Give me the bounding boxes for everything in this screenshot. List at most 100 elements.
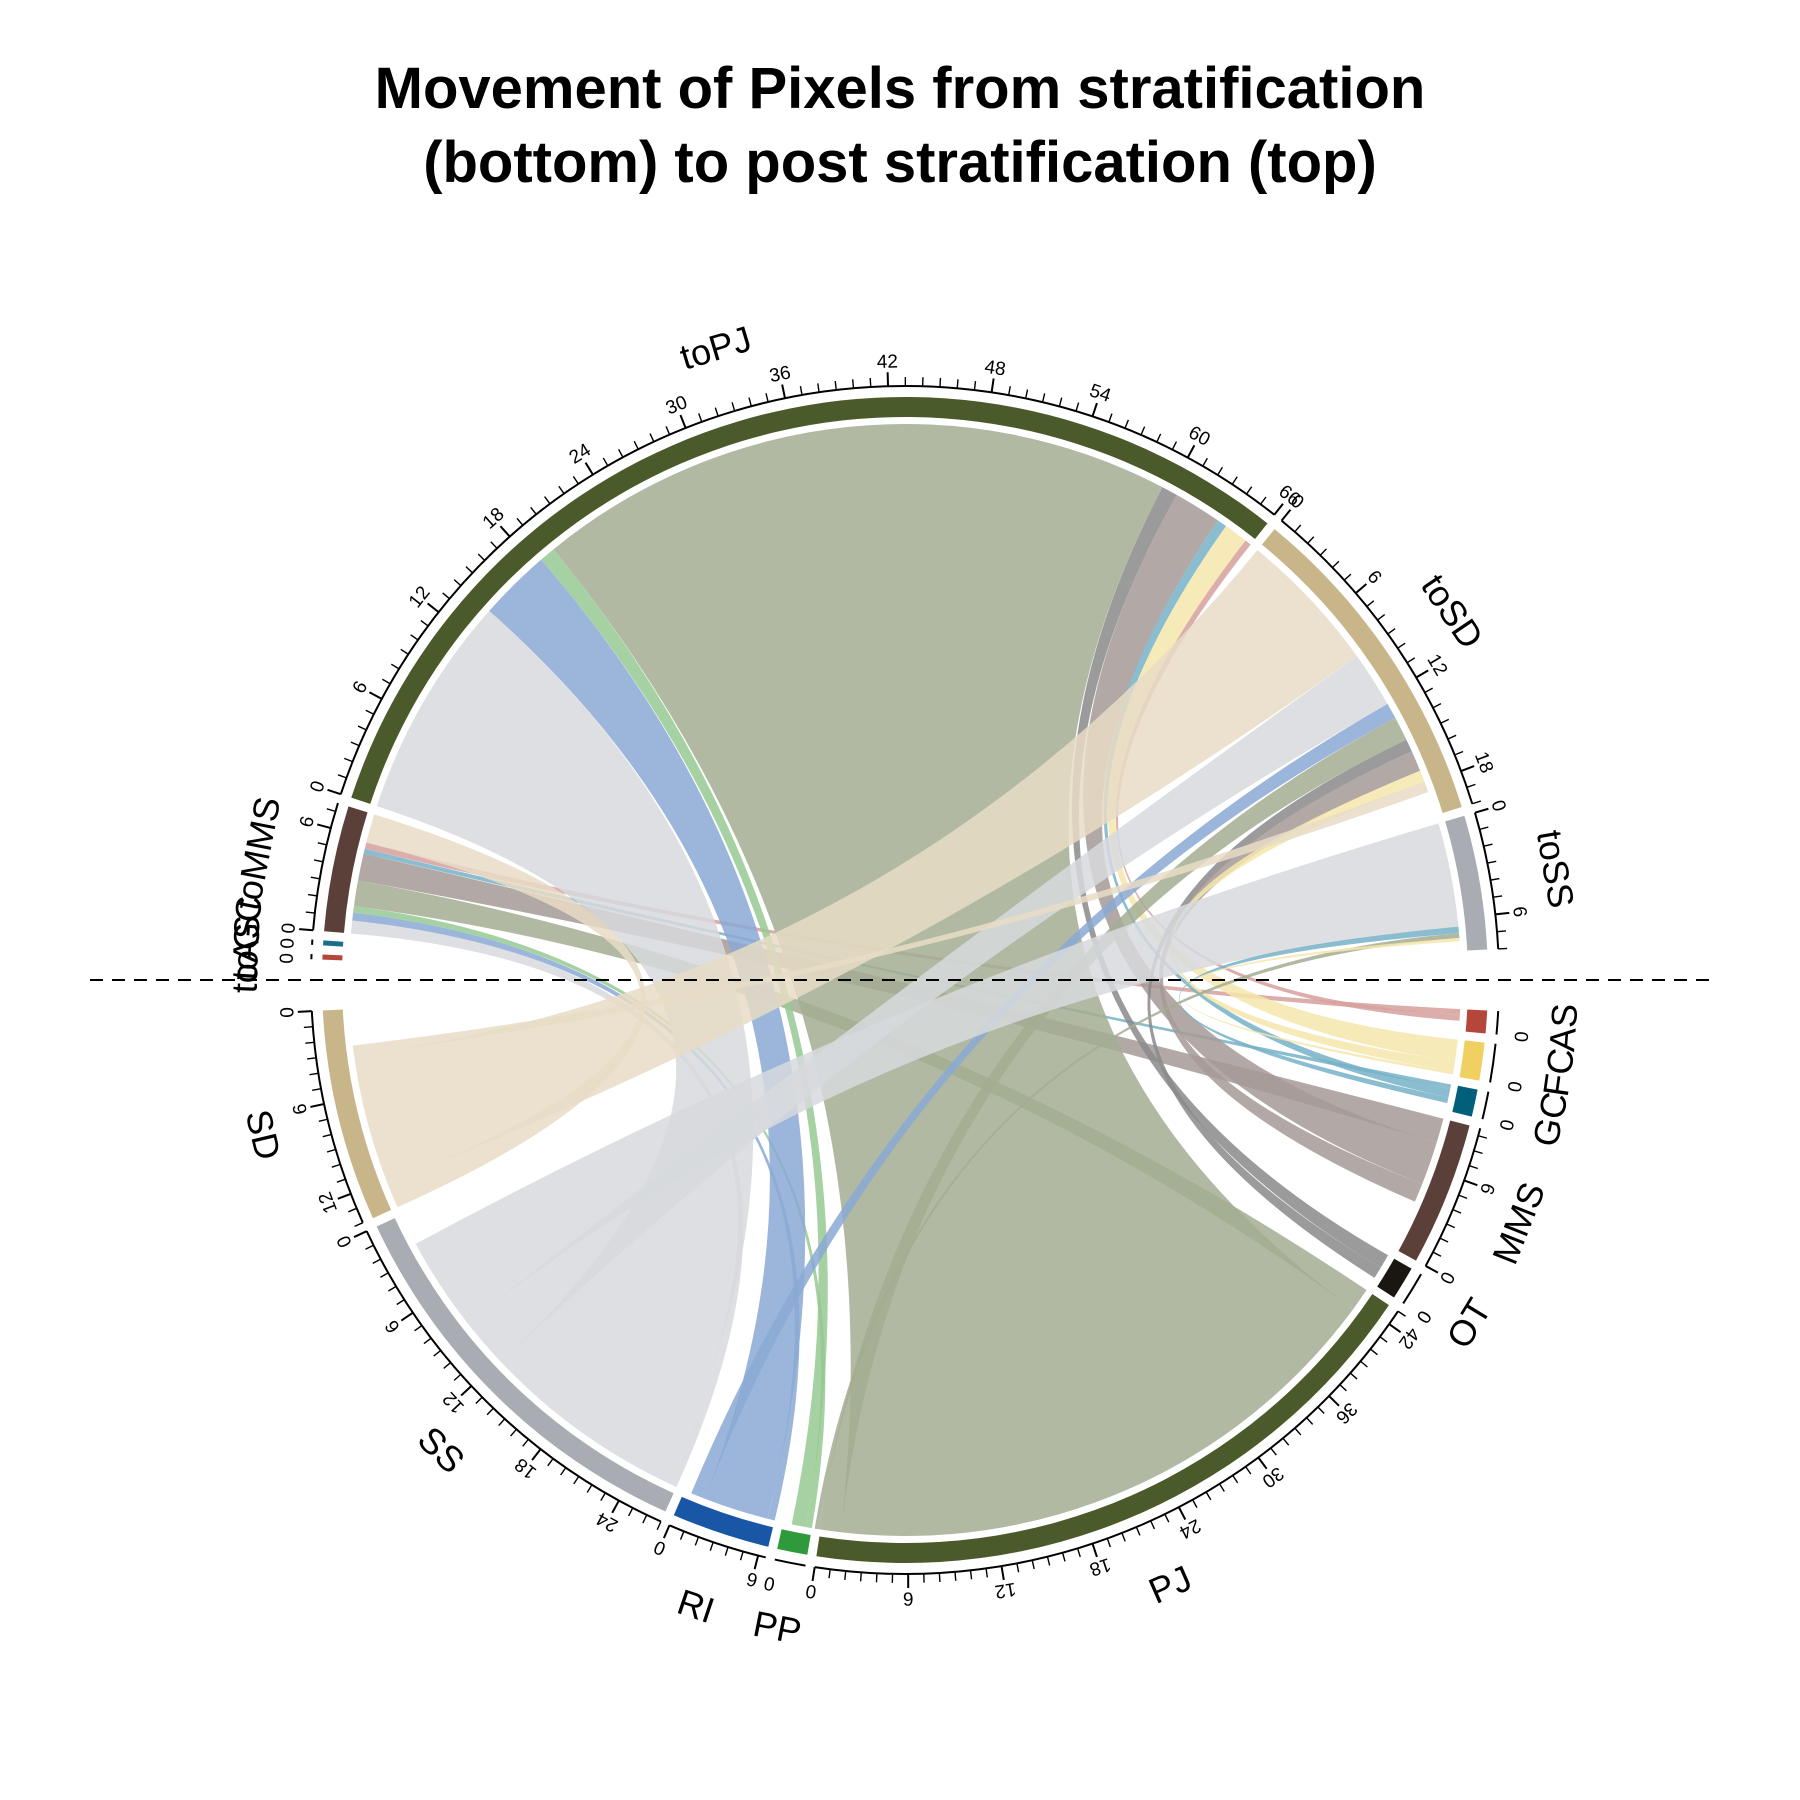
- sector-tick-ss: [573, 1476, 580, 1485]
- sector-tick-toss: [1495, 911, 1510, 916]
- sector-tick-label-pj: 18: [1087, 1553, 1114, 1580]
- sector-tick-topj: [530, 506, 537, 515]
- sector-tick-label-toss: 6: [1508, 905, 1530, 918]
- sector-tick-pj: [1046, 1556, 1051, 1566]
- sector-tick-tosd: [1454, 750, 1464, 756]
- sector-tick-pj: [938, 1572, 941, 1583]
- sector-tick-mms: [1469, 1165, 1478, 1170]
- sector-tick-ss: [414, 1324, 423, 1332]
- sector-tick-topj: [381, 678, 391, 685]
- sector-axis-mms: [1424, 1127, 1482, 1267]
- sector-tick-sd: [310, 1103, 325, 1108]
- sector-axis-ot: [1402, 1273, 1422, 1305]
- sector-tick-topj: [731, 402, 736, 412]
- sector-tick-topj: [442, 592, 450, 600]
- sector-tick-tomms: [326, 808, 336, 813]
- sector-tick-topj: [477, 553, 486, 561]
- sector-tick-topj: [633, 440, 639, 450]
- sector-tick-pj: [1121, 1532, 1126, 1542]
- sector-tick-pj: [1282, 1437, 1290, 1446]
- sector-tick-pj: [1164, 1513, 1170, 1523]
- sector-tick-topj: [679, 414, 687, 429]
- sector-tick-ss: [656, 1521, 662, 1531]
- sector-tick-label-topj: 12: [405, 582, 435, 612]
- sector-axis-topj: [339, 385, 1275, 795]
- sector-tick-pj: [1257, 1456, 1268, 1470]
- sector-axis-tomms: [312, 802, 339, 931]
- sector-tick-topj: [327, 788, 342, 796]
- sector-tick-label-pp: 0: [762, 1572, 777, 1595]
- sector-tick-topj: [410, 634, 419, 641]
- sector-tick-topj: [453, 579, 462, 587]
- sector-tick-sd: [348, 1207, 357, 1213]
- sector-tick-topj: [817, 383, 820, 393]
- sector-tick-label-pj: 42: [1394, 1323, 1423, 1352]
- sector-tick-label-tomms: 6: [296, 814, 319, 830]
- sector-tick-tosd: [1397, 642, 1406, 649]
- sector-tick-label-ri: 6: [744, 1567, 759, 1590]
- sector-tick-label-topj: 6: [349, 678, 373, 697]
- sector-tick-pj: [859, 1572, 862, 1582]
- sector-tick-label-pj: 24: [1175, 1514, 1204, 1543]
- sector-label-ri: RI: [672, 1581, 719, 1631]
- sector-tick-label-ot: 0: [1412, 1306, 1435, 1326]
- sector-tick-label-fc: 0: [1502, 1080, 1525, 1094]
- sector-tick-ss: [522, 1438, 529, 1447]
- sector-tick-mms: [1478, 1135, 1488, 1139]
- sector-tick-toss: [1474, 807, 1489, 814]
- sector-tick-ri: [739, 1551, 744, 1561]
- sector-tick-topj: [1186, 444, 1196, 459]
- sector-label-togc: toGC: [223, 895, 269, 981]
- sector-label-gc: GC: [1524, 1089, 1575, 1150]
- sector-tick-ss: [372, 1258, 382, 1264]
- sector-tick-sd: [326, 1148, 336, 1153]
- sector-label-as: AS: [1541, 1002, 1585, 1053]
- sector-tick-pj: [828, 1569, 831, 1579]
- sector-tick-topj: [400, 648, 409, 655]
- sector-tick-label-togc: 0: [277, 937, 299, 949]
- sector-tick-pj: [1379, 1336, 1388, 1343]
- sector-tick-label-tosd: 12: [1422, 651, 1451, 680]
- sector-axis-ss: [365, 1230, 662, 1523]
- sector-tick-topj: [572, 475, 579, 485]
- sector-tick-sd: [318, 1118, 328, 1123]
- sector-tick-pj: [954, 1571, 957, 1581]
- sector-tick-tosd: [1377, 614, 1386, 621]
- sector-tick-toss: [1479, 826, 1489, 831]
- sector-tick-tomms: [310, 876, 320, 880]
- sector-tick-topj: [1075, 402, 1080, 412]
- sector-tick-tomms: [305, 911, 315, 914]
- sector-tick-toss: [1483, 843, 1493, 847]
- sector-tick-ss: [531, 1448, 542, 1461]
- sector-tick-mms: [1473, 1150, 1483, 1155]
- sector-tick-sd: [354, 1222, 364, 1228]
- sector-tick-label-mms: 6: [1475, 1180, 1498, 1197]
- chord-link-pp-topj: [541, 549, 828, 1528]
- sector-tick-topj: [1217, 466, 1224, 476]
- sector-tick-topj: [1202, 457, 1208, 467]
- sector-tick-ss: [642, 1514, 648, 1524]
- sector-tick-ss: [586, 1484, 593, 1493]
- sector-tick-topj: [956, 379, 959, 389]
- sector-tick-label-topj: 60: [1185, 422, 1214, 451]
- sector-tick-topj: [1124, 419, 1130, 429]
- sector-tick-topj: [1091, 402, 1098, 417]
- sector-tick-topj: [990, 378, 995, 393]
- sector-tick-mms: [1463, 1179, 1478, 1187]
- sector-tick-pj: [1349, 1372, 1358, 1380]
- sector-tick-topj: [1058, 397, 1063, 407]
- sector-tick-label-pj: 30: [1258, 1462, 1287, 1491]
- sector-tick-pj: [985, 1568, 988, 1578]
- sector-tick-label-tosd: 18: [1470, 749, 1497, 776]
- chart-title: Movement of Pixels from stratification (…: [0, 52, 1800, 200]
- sector-axis-pj: [814, 1310, 1399, 1575]
- sector-axis-as: [1495, 1011, 1500, 1035]
- sector-tick-topj: [1245, 486, 1253, 495]
- sector-label-toss: toSS: [1529, 827, 1583, 911]
- sector-tick-topj: [357, 725, 367, 731]
- chord-link-mms-topj: [1083, 494, 1437, 1185]
- sector-tick-ss: [388, 1285, 397, 1292]
- sector-tick-pj: [1339, 1384, 1347, 1392]
